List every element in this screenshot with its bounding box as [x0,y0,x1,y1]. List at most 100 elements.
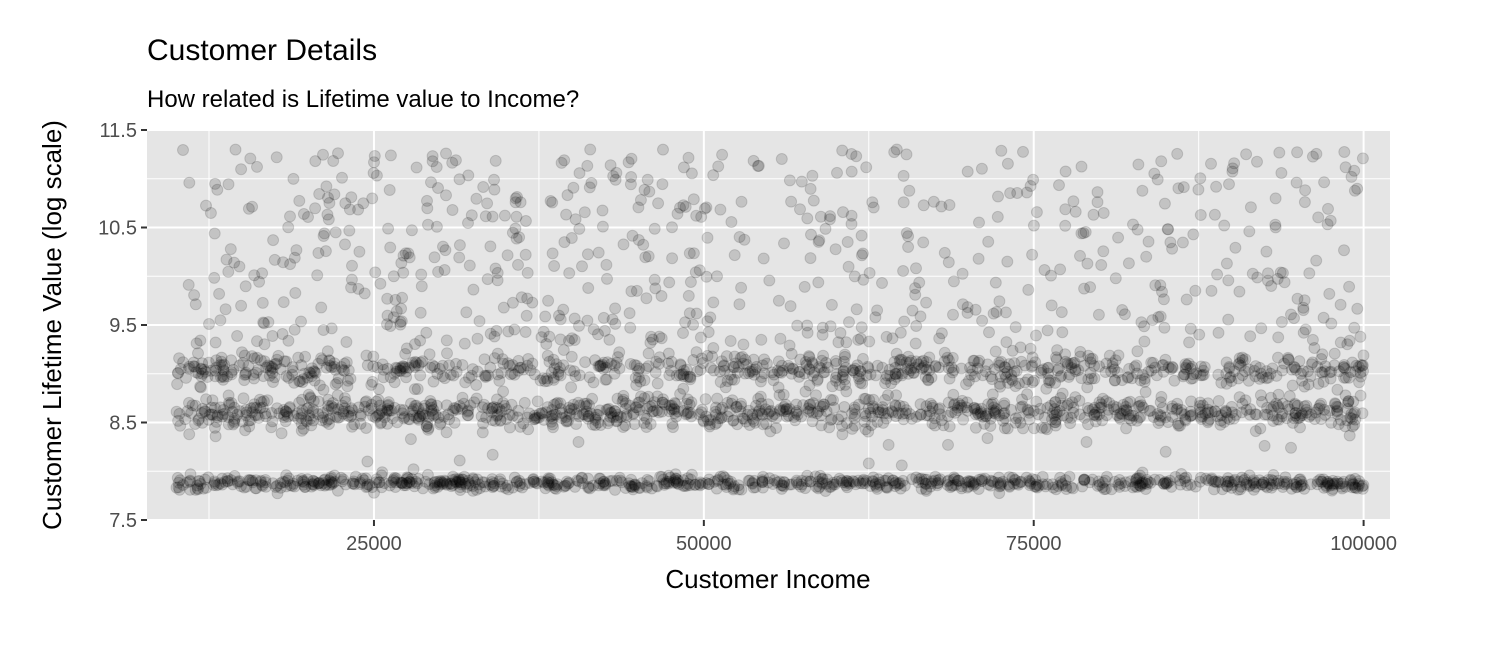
data-point [527,473,540,485]
data-point [790,406,803,419]
data-point [994,478,1007,491]
data-point [814,409,827,422]
data-point [768,408,781,421]
data-point [288,480,301,493]
data-point [1067,401,1080,414]
data-point [453,454,466,467]
data-point [1043,376,1056,389]
data-point [1099,474,1112,487]
data-point [368,486,380,499]
data-point [828,401,841,414]
data-point [658,477,671,490]
data-point [1028,422,1041,435]
data-point [269,481,282,493]
data-point [1005,369,1018,381]
data-point [854,477,867,490]
data-point [996,475,1009,488]
data-point [1151,408,1164,420]
data-point [171,471,184,484]
data-point [410,399,423,412]
data-point [910,355,923,368]
data-point [491,274,504,287]
data-point [370,395,383,408]
data-point [584,407,597,420]
data-point [319,245,332,258]
data-point [512,258,524,271]
data-point [747,415,760,427]
data-point [656,178,669,191]
data-point [319,473,332,486]
data-point [748,368,761,381]
data-point [454,484,467,496]
data-point [657,393,669,406]
data-point [850,303,863,316]
data-point [1014,341,1027,354]
data-point [1140,473,1153,486]
data-point [1159,475,1172,488]
data-point [228,416,241,429]
data-point [656,405,668,418]
data-point [814,400,827,413]
data-point [1134,480,1147,493]
data-point [1276,364,1289,377]
data-point [407,463,420,476]
data-point [289,287,302,299]
data-point [617,238,630,251]
data-point [518,396,531,409]
data-point [240,403,253,416]
data-point [428,481,441,494]
data-point [775,479,788,492]
y-tick-label: 7.5 [109,510,137,532]
data-point [920,477,932,490]
data-point [1179,414,1192,427]
data-point [725,475,737,488]
data-point [407,409,420,422]
data-point [495,405,508,418]
data-point [903,408,916,420]
data-point [740,358,753,371]
data-point [646,399,659,412]
data-point [1343,429,1356,442]
data-point [961,404,974,417]
data-point [298,481,311,493]
data-point [840,476,853,489]
data-point [918,360,931,372]
data-point [990,403,1003,416]
data-point [1146,314,1159,327]
data-point [894,358,907,371]
data-point [1178,472,1191,485]
data-point [572,396,585,409]
data-point [682,289,695,302]
data-point [455,473,468,486]
data-point [926,401,939,414]
data-point [548,398,561,411]
data-point [562,477,574,490]
data-point [1285,482,1298,495]
data-point [374,277,387,290]
data-point [1114,407,1127,420]
data-point [354,409,367,422]
data-point [1131,345,1144,358]
data-point [858,415,871,428]
data-point [1016,400,1029,413]
data-point [655,290,668,302]
data-point [889,399,902,412]
data-point [490,409,503,422]
data-point [654,470,667,483]
x-tick-label: 100000 [1330,533,1397,555]
data-point [250,366,263,379]
data-point [1220,257,1233,270]
data-point [1076,480,1089,493]
data-point [394,476,407,489]
data-point [381,399,394,412]
data-point [1233,475,1246,488]
data-point [855,321,868,334]
data-point [1002,478,1015,491]
data-point [890,389,903,402]
data-point [1171,397,1184,410]
data-point [312,395,325,408]
data-point [976,369,989,382]
chart-subtitle: How related is Lifetime value to Income? [147,86,579,113]
data-point [798,280,811,293]
data-point [917,199,930,212]
